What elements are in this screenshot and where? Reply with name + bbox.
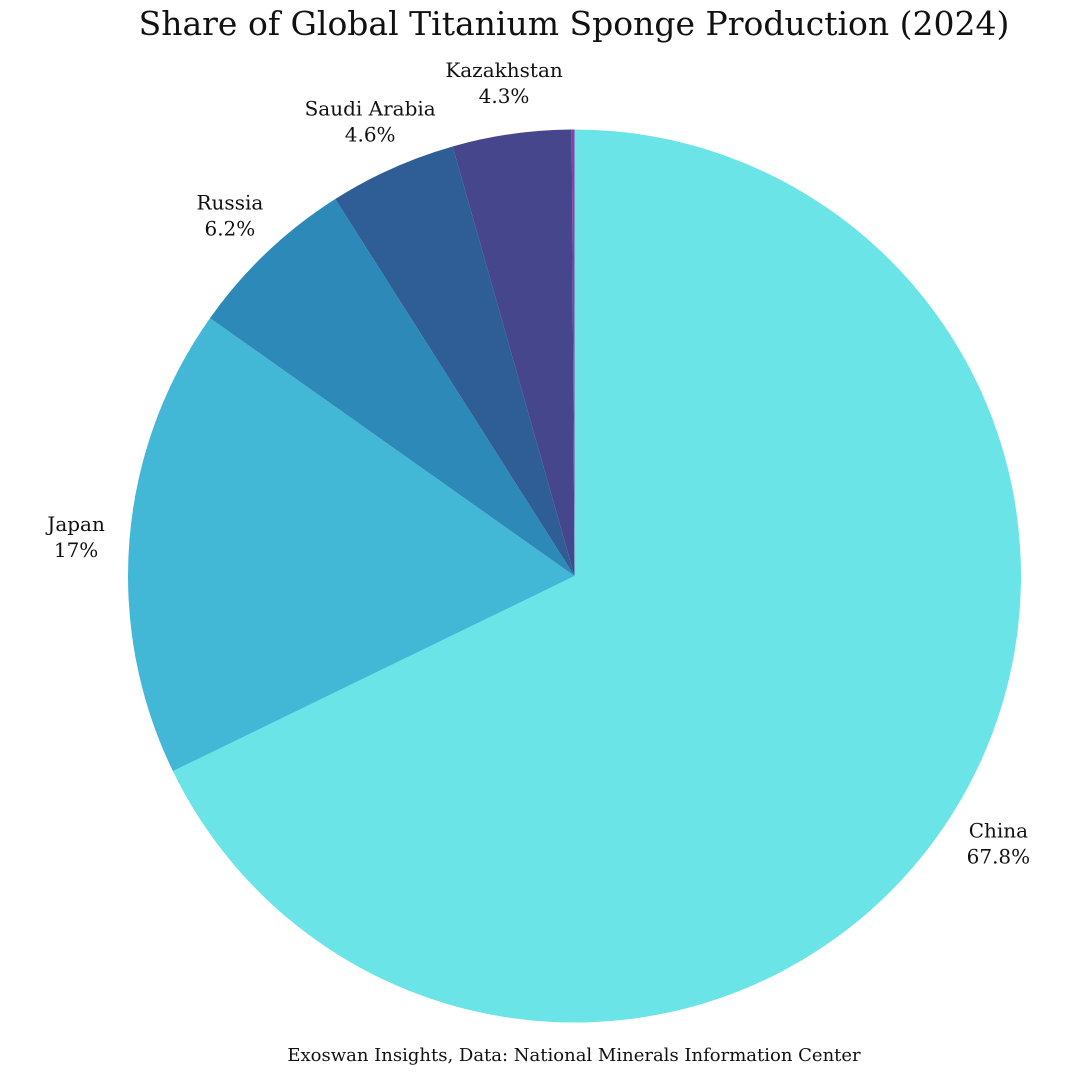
slice-label: China 67.8% [967,818,1031,868]
slice-label: Japan 17% [45,512,105,562]
slice-label-name: China [969,818,1028,842]
slice-label-value: 4.3% [479,84,530,108]
pie-slice-kazakhstan [452,129,575,576]
slice-label-name: Saudi Arabia [305,97,436,121]
chart-title: Share of Global Titanium Sponge Producti… [138,4,1010,43]
slice-label-name: Kazakhstan [445,58,563,82]
slice-label-value: 6.2% [204,217,255,241]
slice-label-name: Russia [196,191,263,215]
slice-label-value: 4.6% [345,123,396,147]
slice-label: Saudi Arabia 4.6% [305,97,436,147]
slice-label-value: 17% [54,538,98,562]
slice-label: Russia 6.2% [196,191,263,241]
pie-slice-unlabeled [571,129,575,576]
pie-slice-saudi-arabia [335,146,575,576]
pie-slice-russia [210,199,575,577]
slice-label: Kazakhstan 4.3% [445,58,563,108]
slice-label-value: 67.8% [967,844,1031,868]
chart-caption: Exoswan Insights, Data: National Mineral… [287,1045,861,1066]
slice-label-name: Japan [45,512,105,536]
pie-slice-japan [128,318,575,772]
pie-slice-china [172,129,1022,1023]
